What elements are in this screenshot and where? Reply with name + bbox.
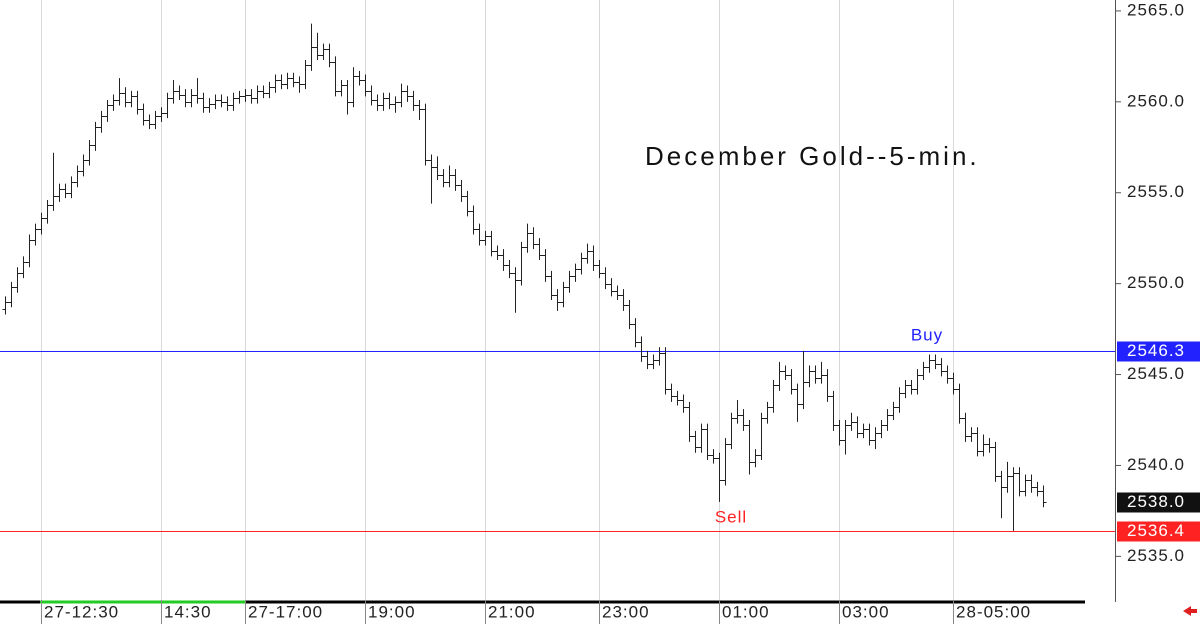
level-label: Buy bbox=[911, 325, 943, 344]
x-tick-label: 23:00 bbox=[602, 602, 650, 621]
x-tick-label: 27-12:30 bbox=[44, 602, 119, 621]
x-tick-label: 03:00 bbox=[842, 602, 890, 621]
x-tick-label: 21:00 bbox=[488, 602, 536, 621]
ohlc-bars bbox=[2, 23, 1047, 531]
y-tick-label: 2560.0 bbox=[1127, 91, 1185, 110]
last-price-label: 2538.0 bbox=[1127, 492, 1185, 511]
scroll-arrow[interactable] bbox=[1183, 606, 1197, 616]
x-tick-label: 01:00 bbox=[722, 602, 770, 621]
y-tick-label: 2550.0 bbox=[1127, 273, 1185, 292]
last-price-box bbox=[1117, 492, 1200, 513]
y-tick-label: 2545.0 bbox=[1127, 364, 1185, 383]
x-tick-label: 28-05:00 bbox=[956, 602, 1031, 621]
level-price-box bbox=[1117, 341, 1200, 362]
y-tick-label: 2540.0 bbox=[1127, 455, 1185, 474]
chart-title: December Gold--5-min. bbox=[645, 141, 980, 171]
x-tick-label: 19:00 bbox=[368, 602, 416, 621]
y-tick-label: 2555.0 bbox=[1127, 182, 1185, 201]
y-tick-label: 2535.0 bbox=[1127, 546, 1185, 565]
level-price-label: 2546.3 bbox=[1127, 341, 1185, 360]
level-label: Sell bbox=[715, 507, 747, 526]
x-tick-label: 27-17:00 bbox=[248, 602, 323, 621]
level-price-label: 2536.4 bbox=[1127, 521, 1185, 540]
y-tick-label: 2565.0 bbox=[1127, 0, 1185, 19]
x-tick-label: 14:30 bbox=[164, 602, 212, 621]
level-price-box bbox=[1117, 521, 1200, 542]
